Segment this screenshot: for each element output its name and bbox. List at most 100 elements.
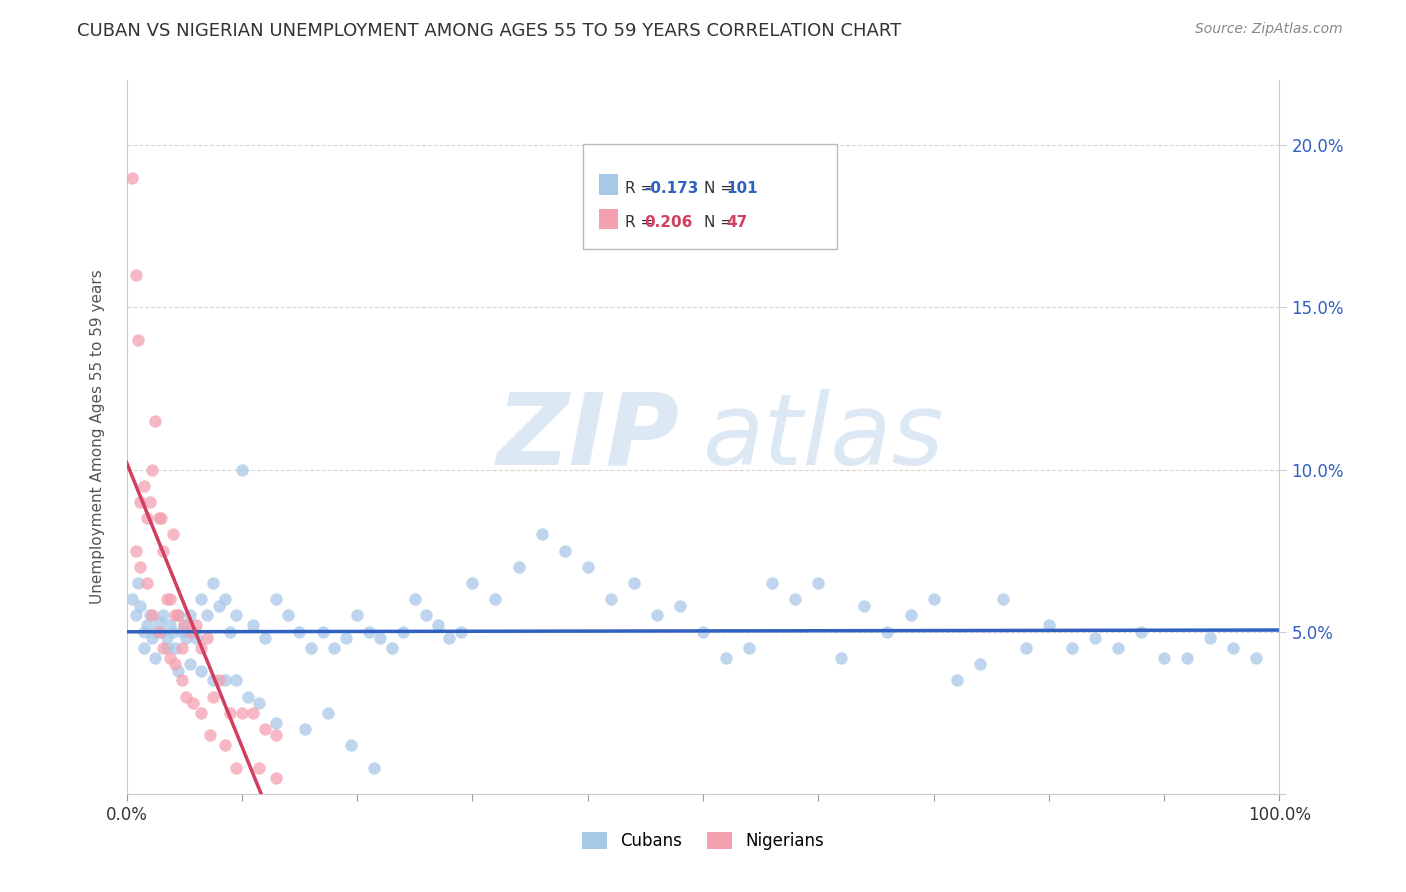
Point: [1153, 650, 1175, 665]
Point: [148, 615, 170, 629]
Point: [318, 706, 340, 720]
Point: [132, 640, 155, 655]
Point: [876, 624, 898, 639]
Point: [1199, 631, 1222, 645]
Point: [853, 599, 876, 613]
Point: [357, 624, 380, 639]
Point: [381, 640, 404, 655]
Text: 101: 101: [725, 180, 758, 195]
Point: [173, 618, 195, 632]
Point: [141, 631, 163, 645]
Point: [125, 543, 148, 558]
Point: [183, 624, 205, 639]
Point: [202, 673, 225, 688]
Point: [159, 650, 181, 665]
Point: [242, 706, 264, 720]
Point: [599, 592, 621, 607]
Text: 47: 47: [725, 215, 747, 230]
Point: [311, 624, 333, 639]
Point: [277, 608, 299, 623]
Point: [219, 624, 242, 639]
Point: [368, 631, 391, 645]
Point: [183, 696, 205, 710]
Point: [136, 511, 159, 525]
Point: [145, 414, 166, 428]
Point: [236, 690, 259, 704]
Point: [426, 618, 449, 632]
Point: [340, 738, 363, 752]
Point: [439, 631, 461, 645]
Point: [125, 608, 148, 623]
Point: [554, 543, 576, 558]
Point: [179, 657, 201, 672]
Point: [129, 599, 152, 613]
Point: [450, 624, 472, 639]
Point: [129, 495, 152, 509]
Point: [176, 690, 198, 704]
Text: CUBAN VS NIGERIAN UNEMPLOYMENT AMONG AGES 55 TO 59 YEARS CORRELATION CHART: CUBAN VS NIGERIAN UNEMPLOYMENT AMONG AGE…: [77, 22, 901, 40]
Point: [202, 690, 225, 704]
Point: [190, 706, 212, 720]
Text: Source: ZipAtlas.com: Source: ZipAtlas.com: [1195, 22, 1343, 37]
Point: [138, 608, 160, 623]
Point: [266, 729, 288, 743]
Point: [415, 608, 437, 623]
Point: [173, 618, 195, 632]
Point: [170, 673, 193, 688]
Point: [761, 576, 783, 591]
Point: [145, 650, 166, 665]
Point: [225, 761, 247, 775]
Point: [922, 592, 945, 607]
Point: [141, 462, 163, 476]
Point: [152, 640, 174, 655]
Point: [294, 722, 316, 736]
Point: [162, 624, 184, 639]
Point: [170, 640, 193, 655]
Point: [335, 631, 357, 645]
Point: [219, 706, 242, 720]
Point: [1060, 640, 1083, 655]
Point: [576, 559, 599, 574]
Point: [266, 771, 288, 785]
Point: [132, 479, 155, 493]
Point: [190, 664, 212, 678]
Point: [214, 592, 236, 607]
Text: N =: N =: [704, 180, 738, 195]
Point: [225, 608, 247, 623]
Point: [190, 640, 212, 655]
Point: [127, 333, 149, 347]
Point: [141, 608, 163, 623]
Point: [484, 592, 506, 607]
Text: R =: R =: [624, 215, 658, 230]
Point: [152, 608, 174, 623]
Point: [247, 761, 270, 775]
Point: [323, 640, 346, 655]
Point: [214, 673, 236, 688]
Point: [150, 511, 173, 525]
Point: [1038, 618, 1060, 632]
Point: [163, 640, 186, 655]
Point: [1246, 650, 1268, 665]
Point: [231, 462, 253, 476]
Point: [900, 608, 922, 623]
Point: [392, 624, 415, 639]
Text: 0.206: 0.206: [644, 215, 693, 230]
Y-axis label: Unemployment Among Ages 55 to 59 years: Unemployment Among Ages 55 to 59 years: [90, 269, 105, 605]
Text: ZIP: ZIP: [496, 389, 681, 485]
Point: [299, 640, 322, 655]
Point: [163, 608, 186, 623]
Point: [738, 640, 761, 655]
Point: [363, 761, 385, 775]
Point: [669, 599, 692, 613]
Point: [247, 696, 270, 710]
Point: [190, 592, 212, 607]
Point: [162, 527, 184, 541]
Point: [830, 650, 852, 665]
Point: [156, 640, 179, 655]
Point: [945, 673, 967, 688]
Point: [231, 706, 253, 720]
Point: [156, 592, 179, 607]
Text: N =: N =: [704, 215, 738, 230]
Point: [159, 618, 181, 632]
Point: [150, 624, 173, 639]
